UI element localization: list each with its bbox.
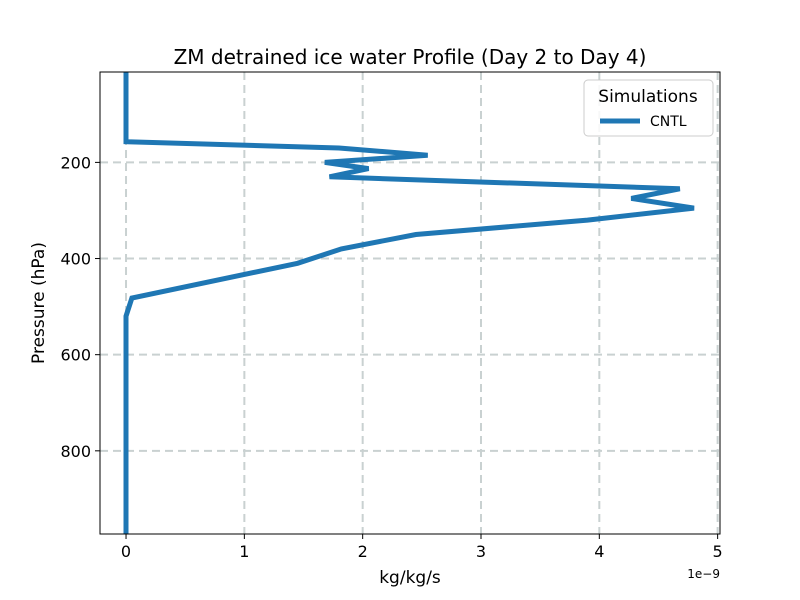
y-tick-label: 200: [60, 153, 91, 172]
plot-frame: [99, 71, 721, 535]
series-layer: [123, 72, 695, 534]
x-tick-label: 2: [358, 542, 368, 561]
y-axis-label: Pressure (hPa): [29, 242, 49, 364]
x-tick-label: 0: [121, 542, 131, 561]
series-line-cntl: [123, 72, 695, 534]
tick-layer: 0 1 2 3 4 5 200 400 600 800: [60, 153, 722, 561]
legend: Simulations CNTL: [583, 79, 714, 137]
y-tick-label: 600: [60, 346, 91, 365]
y-tick-label: 800: [60, 442, 91, 461]
x-tick-label: 4: [594, 542, 604, 561]
x-tick-label: 3: [476, 542, 486, 561]
x-tick-label: 5: [713, 542, 723, 561]
legend-title: Simulations: [598, 87, 698, 107]
x-axis-label: kg/kg/s: [379, 568, 441, 588]
y-tick-label: 400: [60, 250, 91, 269]
x-tick-label: 1: [239, 542, 249, 561]
chart-title: ZM detrained ice water Profile (Day 2 to…: [174, 45, 647, 69]
x-scale-label: 1e−9: [687, 567, 720, 581]
legend-entry-cntl: CNTL: [650, 114, 687, 130]
